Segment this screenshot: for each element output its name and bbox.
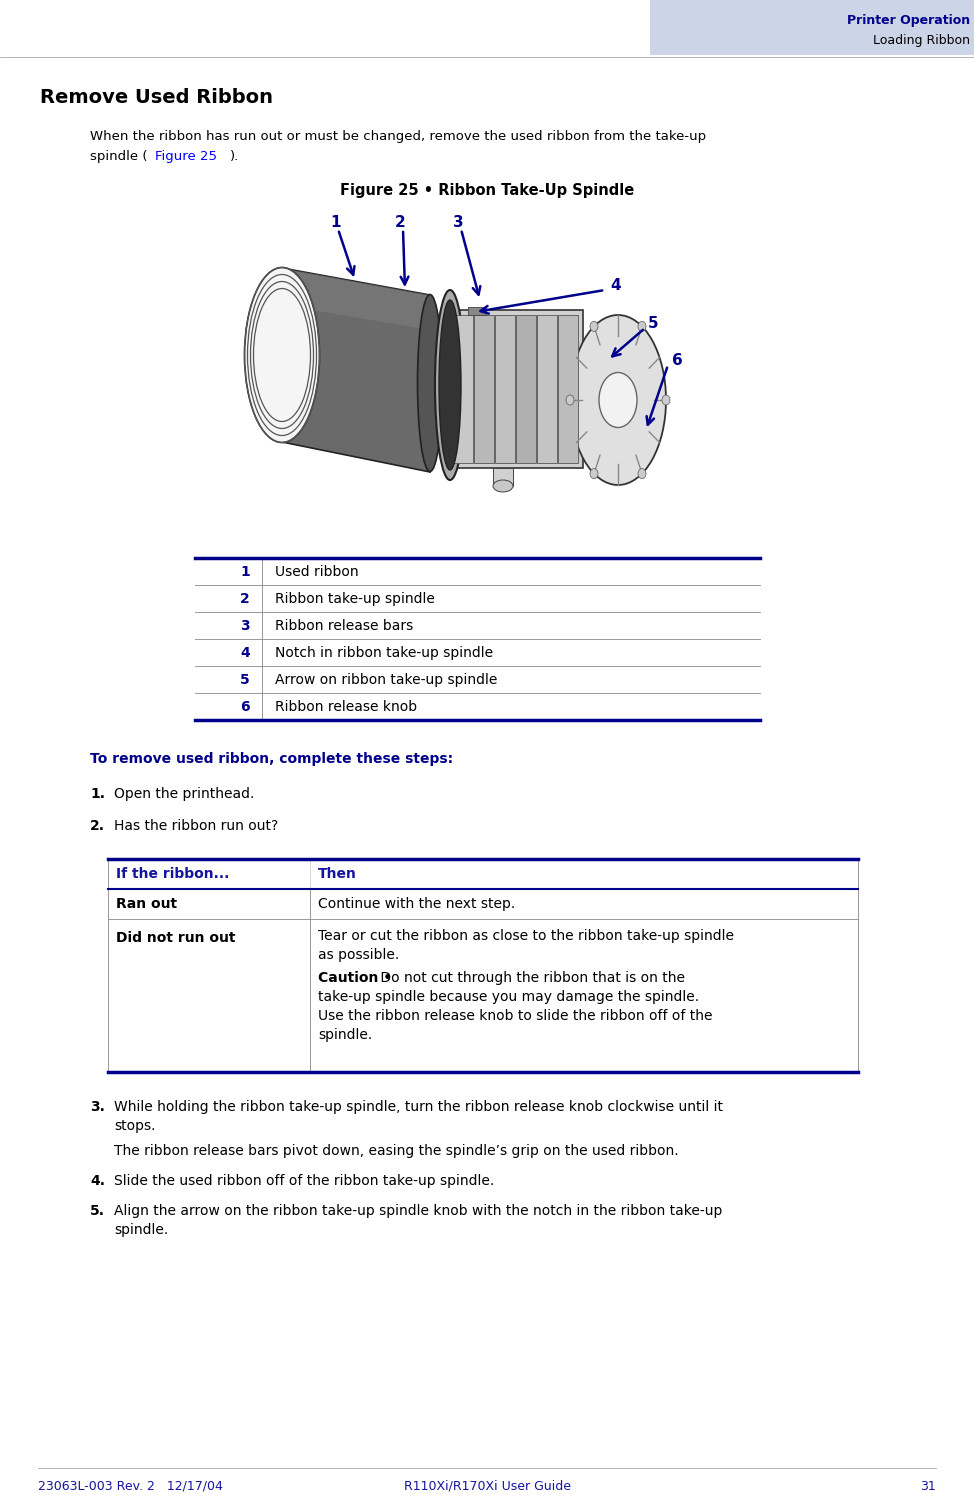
Text: take-up spindle because you may damage the spindle.: take-up spindle because you may damage t… (318, 989, 699, 1005)
Text: While holding the ribbon take-up spindle, turn the ribbon release knob clockwise: While holding the ribbon take-up spindle… (114, 1099, 723, 1114)
Text: 3.: 3. (90, 1099, 105, 1114)
Bar (453, 310, 583, 468)
Ellipse shape (493, 480, 513, 492)
Text: as possible.: as possible. (318, 947, 399, 962)
Text: spindle.: spindle. (114, 1223, 169, 1236)
Text: 4: 4 (610, 279, 620, 294)
Text: 3: 3 (241, 619, 249, 633)
Text: Continue with the next step.: Continue with the next step. (318, 898, 515, 911)
Text: Used ribbon: Used ribbon (275, 565, 358, 578)
Polygon shape (282, 268, 430, 330)
Text: 31: 31 (920, 1479, 936, 1492)
Text: spindle.: spindle. (318, 1029, 372, 1042)
Text: Slide the used ribbon off of the ribbon take-up spindle.: Slide the used ribbon off of the ribbon … (114, 1175, 494, 1188)
Text: 3: 3 (453, 215, 464, 230)
Polygon shape (282, 268, 430, 471)
Text: Open the printhead.: Open the printhead. (114, 788, 254, 801)
Text: Remove Used Ribbon: Remove Used Ribbon (40, 87, 273, 107)
Text: 5.: 5. (90, 1203, 105, 1218)
Text: R110Xi/R170Xi User Guide: R110Xi/R170Xi User Guide (403, 1479, 571, 1492)
Text: Tear or cut the ribbon as close to the ribbon take-up spindle: Tear or cut the ribbon as close to the r… (318, 929, 734, 943)
Ellipse shape (244, 268, 319, 443)
Text: The ribbon release bars pivot down, easing the spindle’s grip on the used ribbon: The ribbon release bars pivot down, easi… (114, 1145, 679, 1158)
Text: To remove used ribbon, complete these steps:: To remove used ribbon, complete these st… (90, 751, 453, 767)
Text: stops.: stops. (114, 1119, 156, 1133)
Ellipse shape (638, 468, 646, 479)
Text: Ribbon take-up spindle: Ribbon take-up spindle (275, 592, 434, 605)
Bar (495, 315, 515, 462)
Text: ).: ). (230, 151, 240, 163)
Text: Has the ribbon run out?: Has the ribbon run out? (114, 819, 279, 833)
Ellipse shape (435, 291, 465, 480)
Text: 2: 2 (395, 215, 406, 230)
Text: Loading Ribbon: Loading Ribbon (873, 35, 970, 47)
Text: 5: 5 (241, 673, 250, 687)
Bar (468, 307, 486, 315)
Text: Use the ribbon release knob to slide the ribbon off of the: Use the ribbon release knob to slide the… (318, 1009, 713, 1023)
Text: 1.: 1. (90, 788, 105, 801)
Bar (516, 315, 536, 462)
Text: Figure 25 • Ribbon Take-Up Spindle: Figure 25 • Ribbon Take-Up Spindle (340, 184, 634, 197)
Text: 23063L-003 Rev. 2   12/17/04: 23063L-003 Rev. 2 12/17/04 (38, 1479, 223, 1492)
Text: spindle (: spindle ( (90, 151, 147, 163)
Ellipse shape (418, 295, 442, 471)
Text: When the ribbon has run out or must be changed, remove the used ribbon from the : When the ribbon has run out or must be c… (90, 130, 706, 143)
Bar (537, 315, 557, 462)
Ellipse shape (638, 321, 646, 331)
Text: 6: 6 (672, 352, 683, 367)
Text: 2: 2 (241, 592, 250, 605)
Text: Printer Operation: Printer Operation (846, 14, 970, 27)
Text: Caution •: Caution • (318, 971, 393, 985)
Bar (650, 0, 974, 56)
Text: 2.: 2. (90, 819, 105, 833)
Ellipse shape (590, 321, 598, 331)
Text: Did not run out: Did not run out (116, 931, 236, 944)
Text: Ribbon release knob: Ribbon release knob (275, 699, 417, 714)
Ellipse shape (570, 315, 666, 485)
Ellipse shape (439, 300, 461, 470)
Ellipse shape (566, 395, 574, 405)
Text: Notch in ribbon take-up spindle: Notch in ribbon take-up spindle (275, 646, 493, 660)
Ellipse shape (662, 395, 670, 405)
Bar (493, 468, 513, 486)
Bar (453, 315, 473, 462)
Text: Do not cut through the ribbon that is on the: Do not cut through the ribbon that is on… (376, 971, 685, 985)
Text: 5: 5 (648, 316, 658, 331)
Text: 6: 6 (241, 699, 249, 714)
Text: Figure 25: Figure 25 (155, 151, 217, 163)
Text: 1: 1 (330, 215, 341, 230)
Text: 1: 1 (241, 565, 250, 578)
Text: Ribbon release bars: Ribbon release bars (275, 619, 413, 633)
Text: Ran out: Ran out (116, 898, 177, 911)
Text: If the ribbon...: If the ribbon... (116, 867, 229, 881)
Text: 4.: 4. (90, 1175, 105, 1188)
Text: Align the arrow on the ribbon take-up spindle knob with the notch in the ribbon : Align the arrow on the ribbon take-up sp… (114, 1203, 723, 1218)
Ellipse shape (590, 468, 598, 479)
Text: Arrow on ribbon take-up spindle: Arrow on ribbon take-up spindle (275, 673, 498, 687)
Bar (558, 315, 578, 462)
Text: 4: 4 (241, 646, 250, 660)
Text: Then: Then (318, 867, 356, 881)
Ellipse shape (599, 372, 637, 428)
Bar (474, 315, 494, 462)
